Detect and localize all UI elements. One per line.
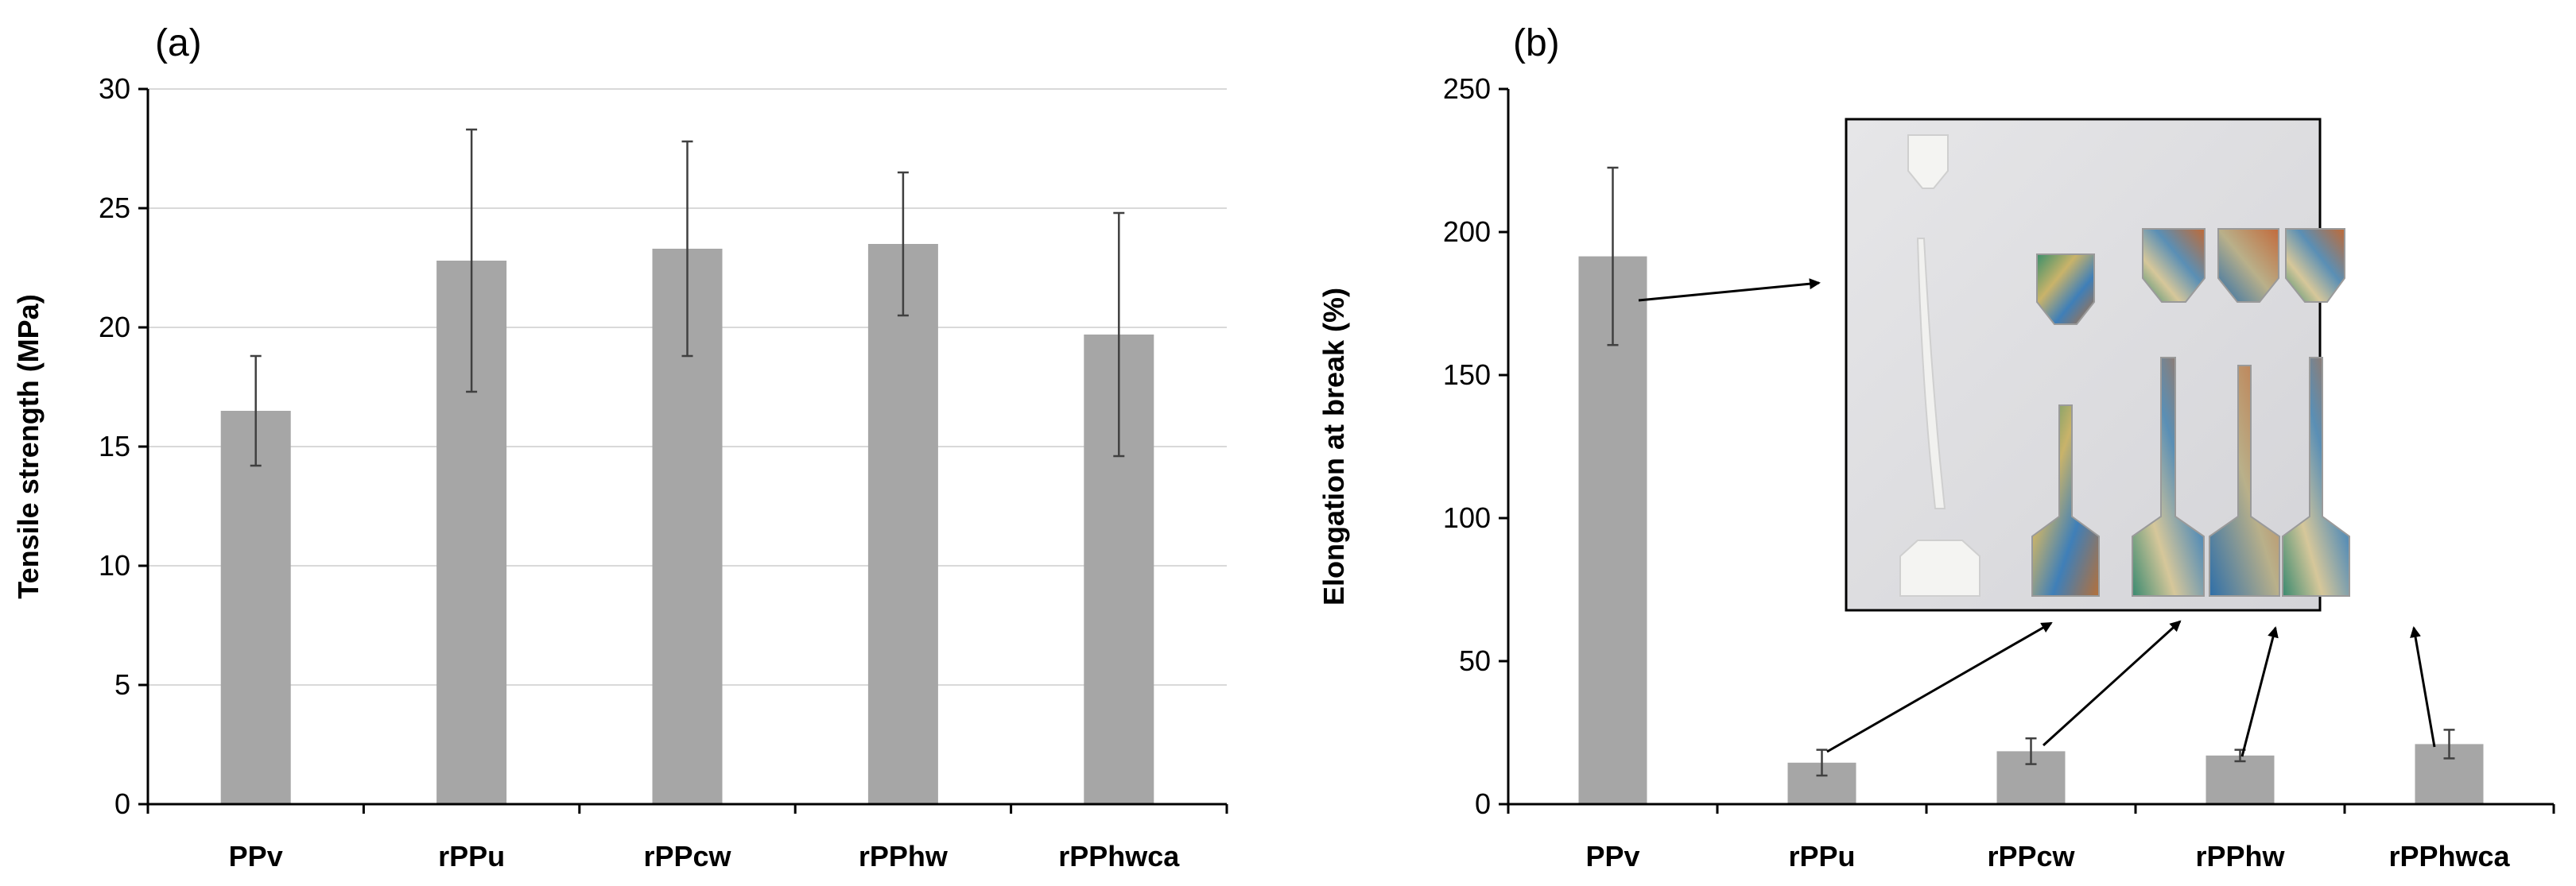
y-tick-label: 25 (99, 192, 130, 224)
bar-PPv (1578, 256, 1647, 805)
y-tick-label: 150 (1443, 358, 1491, 391)
x-category-label: PPv (1585, 840, 1639, 872)
y-tick-label: 30 (99, 72, 130, 105)
x-category-label: rPPhw (859, 840, 949, 872)
bar-PPv (220, 411, 291, 804)
panel-a-label: (a) (155, 22, 202, 64)
panel-b-bars (1578, 256, 2484, 805)
panel-a-x-ticks: PPv rPPu rPPcw rPPhw rPPhwca (146, 804, 1228, 872)
specimen-photo-inset (1845, 118, 2350, 612)
x-category-label: rPPhwca (2388, 840, 2510, 872)
panel-a-error-bars (250, 128, 1125, 467)
x-category-label: rPPhwca (1058, 840, 1180, 872)
x-category-label: PPv (229, 840, 283, 872)
y-tick-label: 0 (1475, 787, 1491, 820)
bar-rPPhw (2206, 755, 2275, 804)
x-category-label: rPPhw (2195, 840, 2285, 872)
bar-rPPhw (867, 244, 938, 804)
y-tick-label: 200 (1443, 215, 1491, 248)
x-category-label: rPPcw (1987, 840, 2075, 872)
y-tick-label: 0 (114, 787, 130, 820)
panel-b-y-ticks: 0 50 100 150 200 250 (1443, 72, 1508, 820)
y-tick-label: 250 (1443, 72, 1491, 105)
y-tick-label: 10 (99, 549, 130, 582)
y-tick-label: 100 (1443, 501, 1491, 534)
x-category-label: rPPu (438, 840, 505, 872)
y-tick-label: 50 (1459, 644, 1491, 677)
panel-b-y-axis-label: Elongation at break (%) (1317, 288, 1350, 605)
panel-a: (a) 0 5 10 15 20 25 30 PPv rPPu rPPcw rPPhw rPPhwc… (12, 22, 1228, 872)
panel-b-label: (b) (1513, 22, 1560, 64)
x-category-label: rPPu (1788, 840, 1855, 872)
y-tick-label: 20 (99, 311, 130, 343)
y-tick-label: 15 (99, 430, 130, 462)
panel-b-x-ticks: PPv rPPu rPPcw rPPhw rPPhwca (1507, 804, 2555, 872)
panel-a-y-ticks: 0 5 10 15 20 25 30 (99, 72, 148, 820)
y-tick-label: 5 (114, 668, 130, 701)
panel-b-arrows (1638, 278, 2436, 757)
panel-a-y-axis-label: Tensile strength (MPa) (12, 294, 45, 598)
x-category-label: rPPcw (643, 840, 731, 872)
panel-b: (b) 0 50 100 150 200 250 PPv rPPu rPPcw rPPhw rPP… (1317, 22, 2555, 872)
